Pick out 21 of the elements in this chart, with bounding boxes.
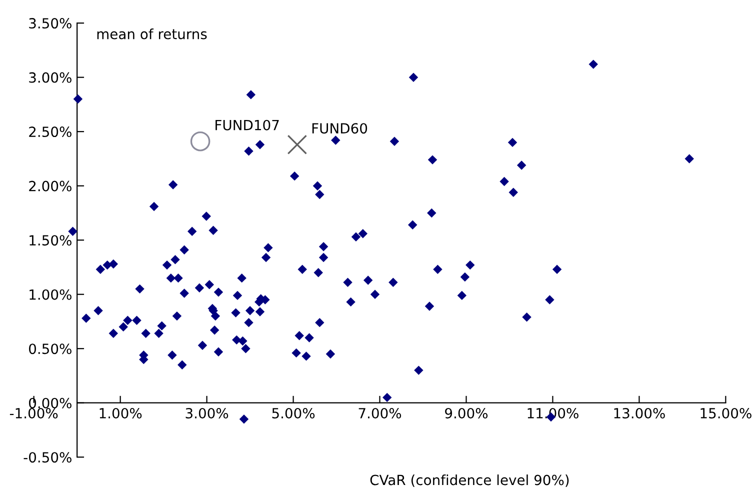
x-tick-label: -1.00% (10, 408, 58, 418)
x-tick-label: 5.00% (272, 408, 315, 418)
series-label: FUND107 (216, 120, 279, 130)
series-label: FUND60 (312, 123, 368, 134)
x-tick-label: 9.00% (445, 408, 488, 418)
y-axis-title: mean of returns (97, 28, 207, 40)
y-tick-label: 1.50% (30, 235, 72, 246)
x-tick-label: 7.00% (358, 408, 402, 418)
y-tick-label: -0.50% (24, 452, 72, 463)
y-tick-label: 0.50% (29, 344, 72, 354)
x-tick-label: 3.00% (186, 408, 228, 418)
y-tick-label: 2.00% (29, 180, 72, 192)
y-tick-label: 2.50% (29, 126, 72, 138)
x-tick-label: 15.00% (700, 408, 752, 418)
y-tick-label: 3.00% (29, 72, 72, 83)
x-axis-title: CVaR (confidence level 90%) (370, 474, 569, 487)
y-tick-label: 3.50% (29, 18, 72, 29)
x-tick-label: 13.00% (614, 408, 665, 418)
y-tick-label: 1.00% (30, 289, 72, 300)
x-tick-label: 1.00% (100, 408, 142, 418)
y-tick-label: 0.00% (29, 398, 72, 408)
